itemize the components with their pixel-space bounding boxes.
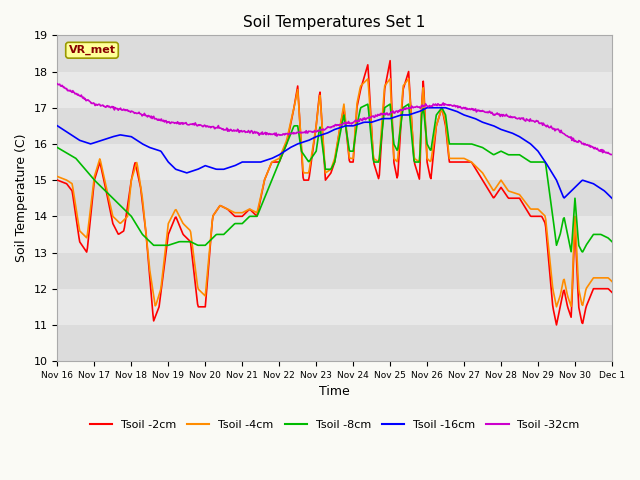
Text: VR_met: VR_met bbox=[68, 45, 115, 55]
Bar bbox=[58, 108, 612, 144]
Y-axis label: Soil Temperature (C): Soil Temperature (C) bbox=[15, 134, 28, 263]
Title: Soil Temperatures Set 1: Soil Temperatures Set 1 bbox=[243, 15, 426, 30]
X-axis label: Time: Time bbox=[319, 385, 350, 398]
Bar bbox=[58, 252, 612, 288]
Bar bbox=[58, 180, 612, 216]
Bar bbox=[58, 325, 612, 361]
Bar bbox=[58, 288, 612, 325]
Bar bbox=[58, 72, 612, 108]
Bar bbox=[58, 216, 612, 252]
Legend: Tsoil -2cm, Tsoil -4cm, Tsoil -8cm, Tsoil -16cm, Tsoil -32cm: Tsoil -2cm, Tsoil -4cm, Tsoil -8cm, Tsoi… bbox=[85, 416, 584, 434]
Bar bbox=[58, 36, 612, 72]
Bar bbox=[58, 144, 612, 180]
